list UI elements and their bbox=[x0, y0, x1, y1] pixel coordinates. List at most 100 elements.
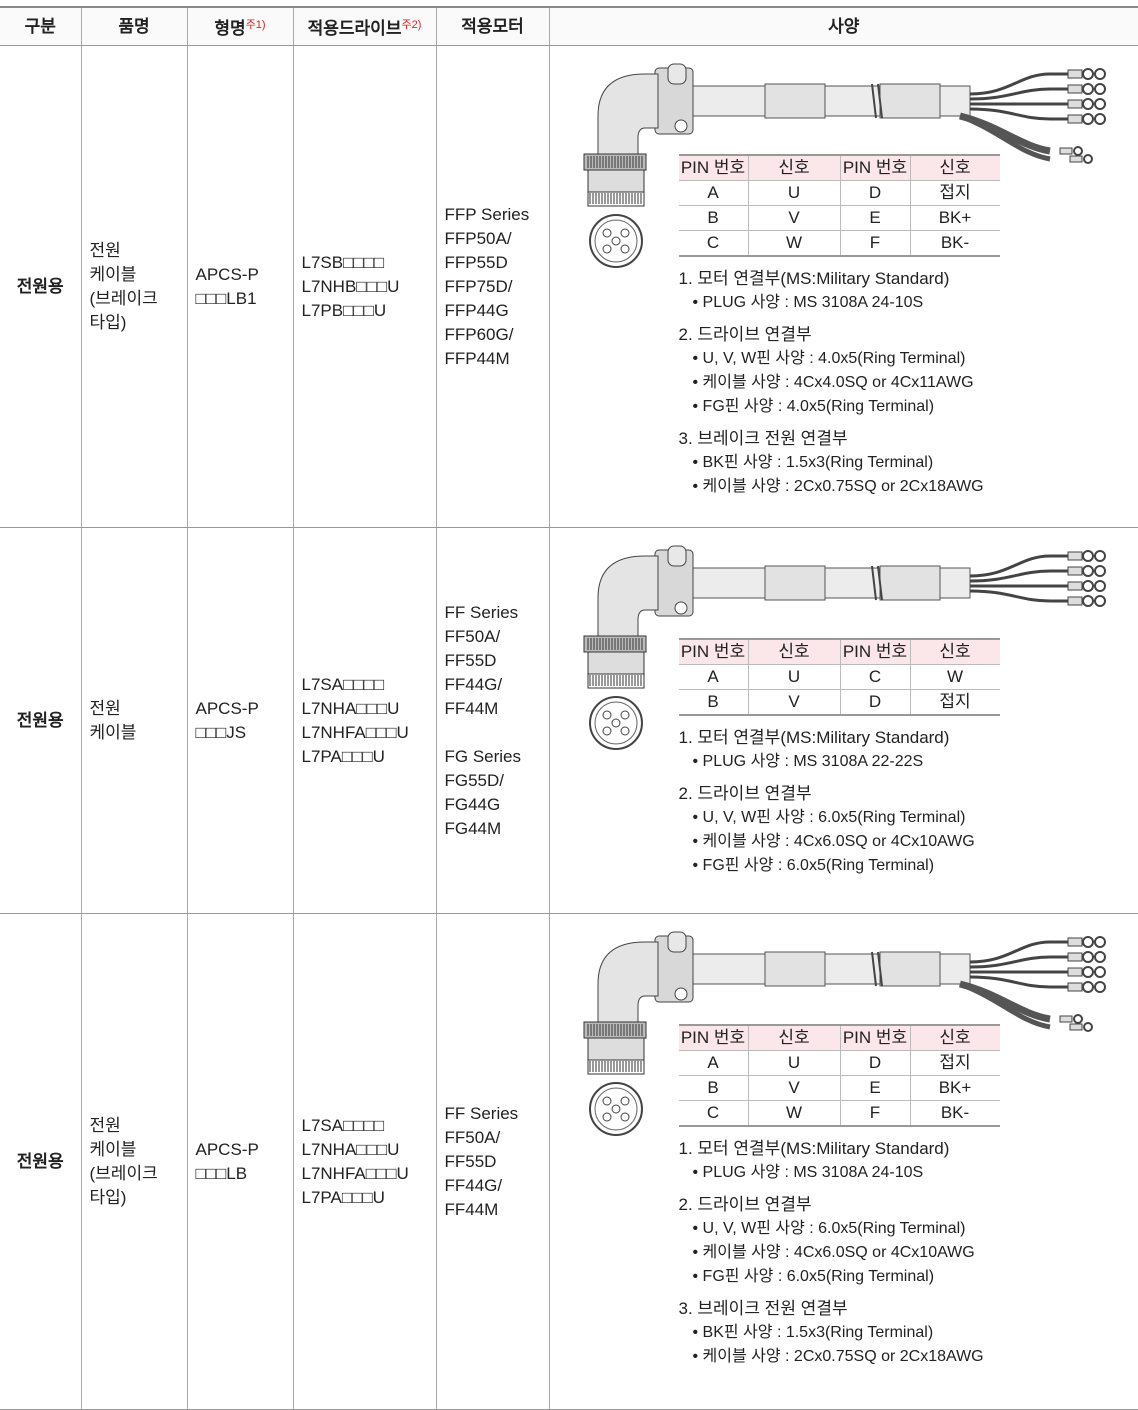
header-cell: 적용모터 bbox=[436, 7, 549, 46]
cell-line: 전원 bbox=[90, 239, 179, 263]
cell-line: 전원 bbox=[90, 1114, 179, 1138]
cable-part bbox=[960, 984, 1050, 1027]
pin-cell: U bbox=[748, 1051, 840, 1076]
cell-line: 타입) bbox=[90, 311, 179, 335]
cable-part bbox=[1083, 99, 1093, 109]
cell-line: FF55D bbox=[445, 1150, 541, 1174]
header-cell: 품명 bbox=[81, 7, 187, 46]
spec-sections: 1. 모터 연결부(MS:Military Standard)PLUG 사양 :… bbox=[679, 267, 1138, 499]
cable-part bbox=[765, 952, 825, 986]
section-title: 1. 모터 연결부(MS:Military Standard) bbox=[679, 1137, 1138, 1161]
section-title: 2. 드라이브 연결부 bbox=[679, 782, 1138, 806]
cable-part bbox=[1068, 85, 1082, 93]
cable-part bbox=[1095, 99, 1105, 109]
cable-part bbox=[621, 727, 629, 735]
cable-part bbox=[1068, 938, 1082, 946]
pin-header: PIN 번호 bbox=[840, 1025, 910, 1051]
cell-line: FF50A/ bbox=[445, 1126, 541, 1150]
cable-part bbox=[1083, 114, 1093, 124]
section-item: 케이블 사양 : 2Cx0.75SQ or 2Cx18AWG bbox=[679, 475, 1138, 499]
cell-line: FF44G/ bbox=[445, 673, 541, 697]
cell-line: FG44M bbox=[445, 817, 541, 841]
header-row: 구분 품명 형명주1) 적용드라이브주2) 적용모터 사양 bbox=[0, 7, 1138, 46]
pin-cell: 접지 bbox=[910, 1051, 1000, 1076]
section-item: PLUG 사양 : MS 3108A 24-10S bbox=[679, 1161, 1138, 1185]
section-title: 2. 드라이브 연결부 bbox=[679, 1193, 1138, 1217]
category-cell: 전원용 bbox=[0, 914, 81, 1410]
header-cell: 사양 bbox=[549, 7, 1138, 46]
cable-part bbox=[970, 109, 1075, 119]
cable-part bbox=[603, 1113, 611, 1121]
cell-line: L7SA□□□□ bbox=[302, 673, 428, 697]
cell-line: FG55D/ bbox=[445, 769, 541, 793]
cable-part bbox=[675, 602, 687, 614]
cable-part bbox=[1070, 156, 1082, 162]
cable-part bbox=[1068, 953, 1082, 961]
cable-part bbox=[1084, 155, 1092, 163]
pin-cell: A bbox=[679, 181, 749, 206]
cable-part bbox=[612, 1105, 620, 1113]
section-title: 2. 드라이브 연결부 bbox=[679, 323, 1138, 347]
section-title: 1. 모터 연결부(MS:Military Standard) bbox=[679, 726, 1138, 750]
cell-line: 케이블 bbox=[90, 1138, 179, 1162]
section-item: PLUG 사양 : MS 3108A 24-10S bbox=[679, 291, 1138, 315]
cable-part bbox=[880, 84, 940, 118]
pin-cell: 접지 bbox=[910, 690, 1000, 716]
section-item: 케이블 사양 : 4Cx6.0SQ or 4Cx10AWG bbox=[679, 830, 1138, 854]
cable-part bbox=[1068, 567, 1082, 575]
pin-header: PIN 번호 bbox=[679, 1025, 749, 1051]
header-cell: 적용드라이브주2) bbox=[293, 7, 436, 46]
section-item: PLUG 사양 : MS 3108A 22-22S bbox=[679, 750, 1138, 774]
cable-part bbox=[1095, 551, 1105, 561]
cable-part bbox=[1068, 552, 1082, 560]
pin-cell: B bbox=[679, 206, 749, 231]
pin-header: 신호 bbox=[748, 155, 840, 181]
cable-part bbox=[598, 556, 658, 638]
cable-part bbox=[1095, 84, 1105, 94]
cable-part bbox=[1095, 596, 1105, 606]
cable-part bbox=[588, 1038, 644, 1060]
cable-part bbox=[1083, 551, 1093, 561]
cell-line: 케이블 bbox=[90, 721, 179, 745]
cable-part bbox=[765, 84, 825, 118]
cable-part bbox=[1095, 566, 1105, 576]
cable-part bbox=[603, 229, 611, 237]
cable-part bbox=[612, 237, 620, 245]
cable-part bbox=[1083, 952, 1093, 962]
pin-cell: C bbox=[840, 665, 910, 690]
cell-line: FF Series bbox=[445, 1102, 541, 1126]
cable-part bbox=[1095, 952, 1105, 962]
model-cell: APCS-P□□□LB1 bbox=[187, 46, 293, 528]
cable-part bbox=[1083, 581, 1093, 591]
pin-cell: W bbox=[748, 231, 840, 257]
pin-cell: BK- bbox=[910, 1101, 1000, 1127]
cell-line: FFP44M bbox=[445, 347, 541, 371]
section-item: 케이블 사양 : 2Cx0.75SQ or 2Cx18AWG bbox=[679, 1345, 1138, 1369]
pin-cell: BK- bbox=[910, 231, 1000, 257]
cable-part bbox=[668, 64, 686, 84]
cable-part bbox=[765, 566, 825, 600]
cable-part bbox=[1070, 1024, 1082, 1030]
cell-line: □□□LB1 bbox=[196, 287, 285, 311]
cable-part bbox=[1095, 982, 1105, 992]
cable-part bbox=[603, 711, 611, 719]
cable-part bbox=[1095, 581, 1105, 591]
